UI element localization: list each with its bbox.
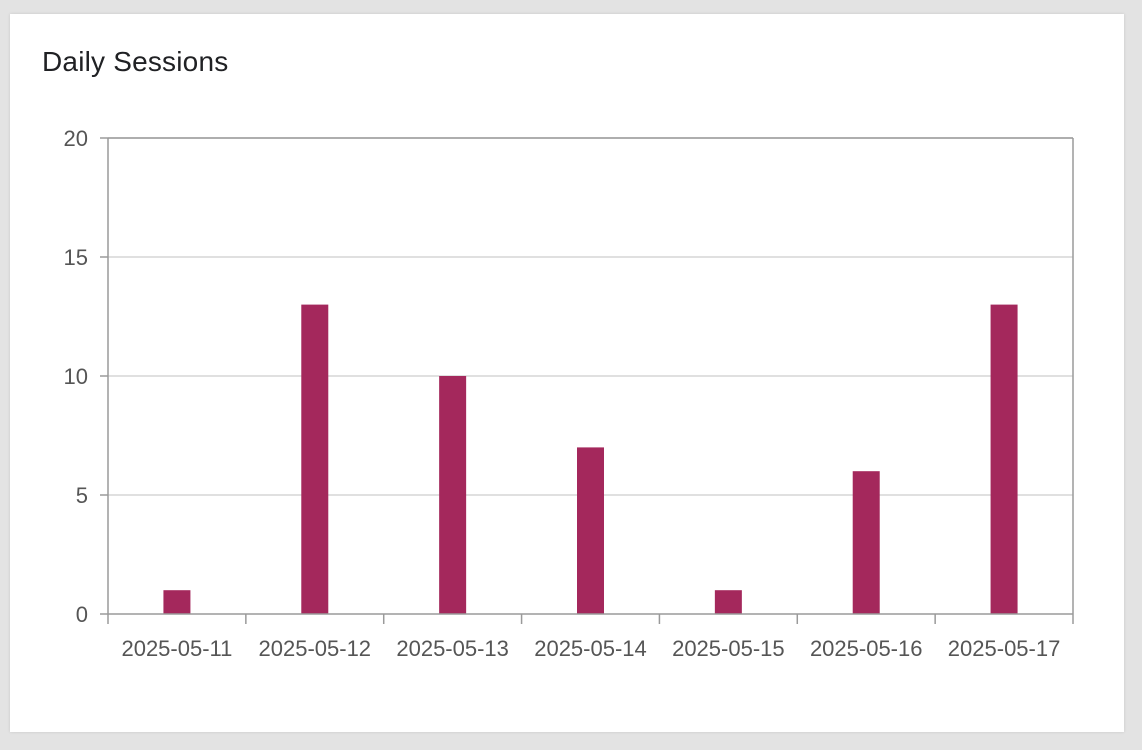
x-tick-label: 2025-05-15: [672, 636, 785, 661]
bar-2025-05-14: [577, 447, 604, 614]
chart-card: Daily Sessions 0 5 10 15 20 2025-05-11 2025-05…: [10, 14, 1124, 732]
y-tick-label: 10: [64, 364, 88, 389]
axes: [100, 137, 1074, 624]
bar-2025-05-12: [301, 304, 329, 614]
x-tick-label: 2025-05-16: [810, 636, 923, 661]
x-tick-label: 2025-05-14: [534, 636, 647, 661]
bar-2025-05-11: [163, 590, 191, 614]
tick-labels: 0 5 10 15 20 2025-05-11 2025-05-12 2025-05-13 20…: [64, 126, 1061, 661]
bar-2025-05-13: [439, 376, 467, 614]
chart-title: Daily Sessions: [42, 46, 229, 77]
x-tick-label: 2025-05-13: [396, 636, 509, 661]
y-tick-label: 15: [64, 245, 88, 270]
bar-chart: 0 5 10 15 20 2025-05-11 2025-05-12 2025-05-13 20…: [64, 126, 1074, 661]
x-tick-label: 2025-05-11: [121, 636, 232, 661]
gridlines: [108, 137, 1073, 496]
y-tick-label: 20: [64, 126, 88, 151]
x-tick-label: 2025-05-12: [259, 636, 372, 661]
y-tick-label: 5: [76, 483, 88, 508]
x-tick-label: 2025-05-17: [948, 636, 1061, 661]
bar-2025-05-16: [852, 471, 880, 614]
bar-2025-05-15: [714, 590, 742, 614]
bar-2025-05-17: [990, 304, 1018, 614]
bars: [163, 304, 1018, 614]
y-tick-label: 0: [76, 602, 88, 627]
